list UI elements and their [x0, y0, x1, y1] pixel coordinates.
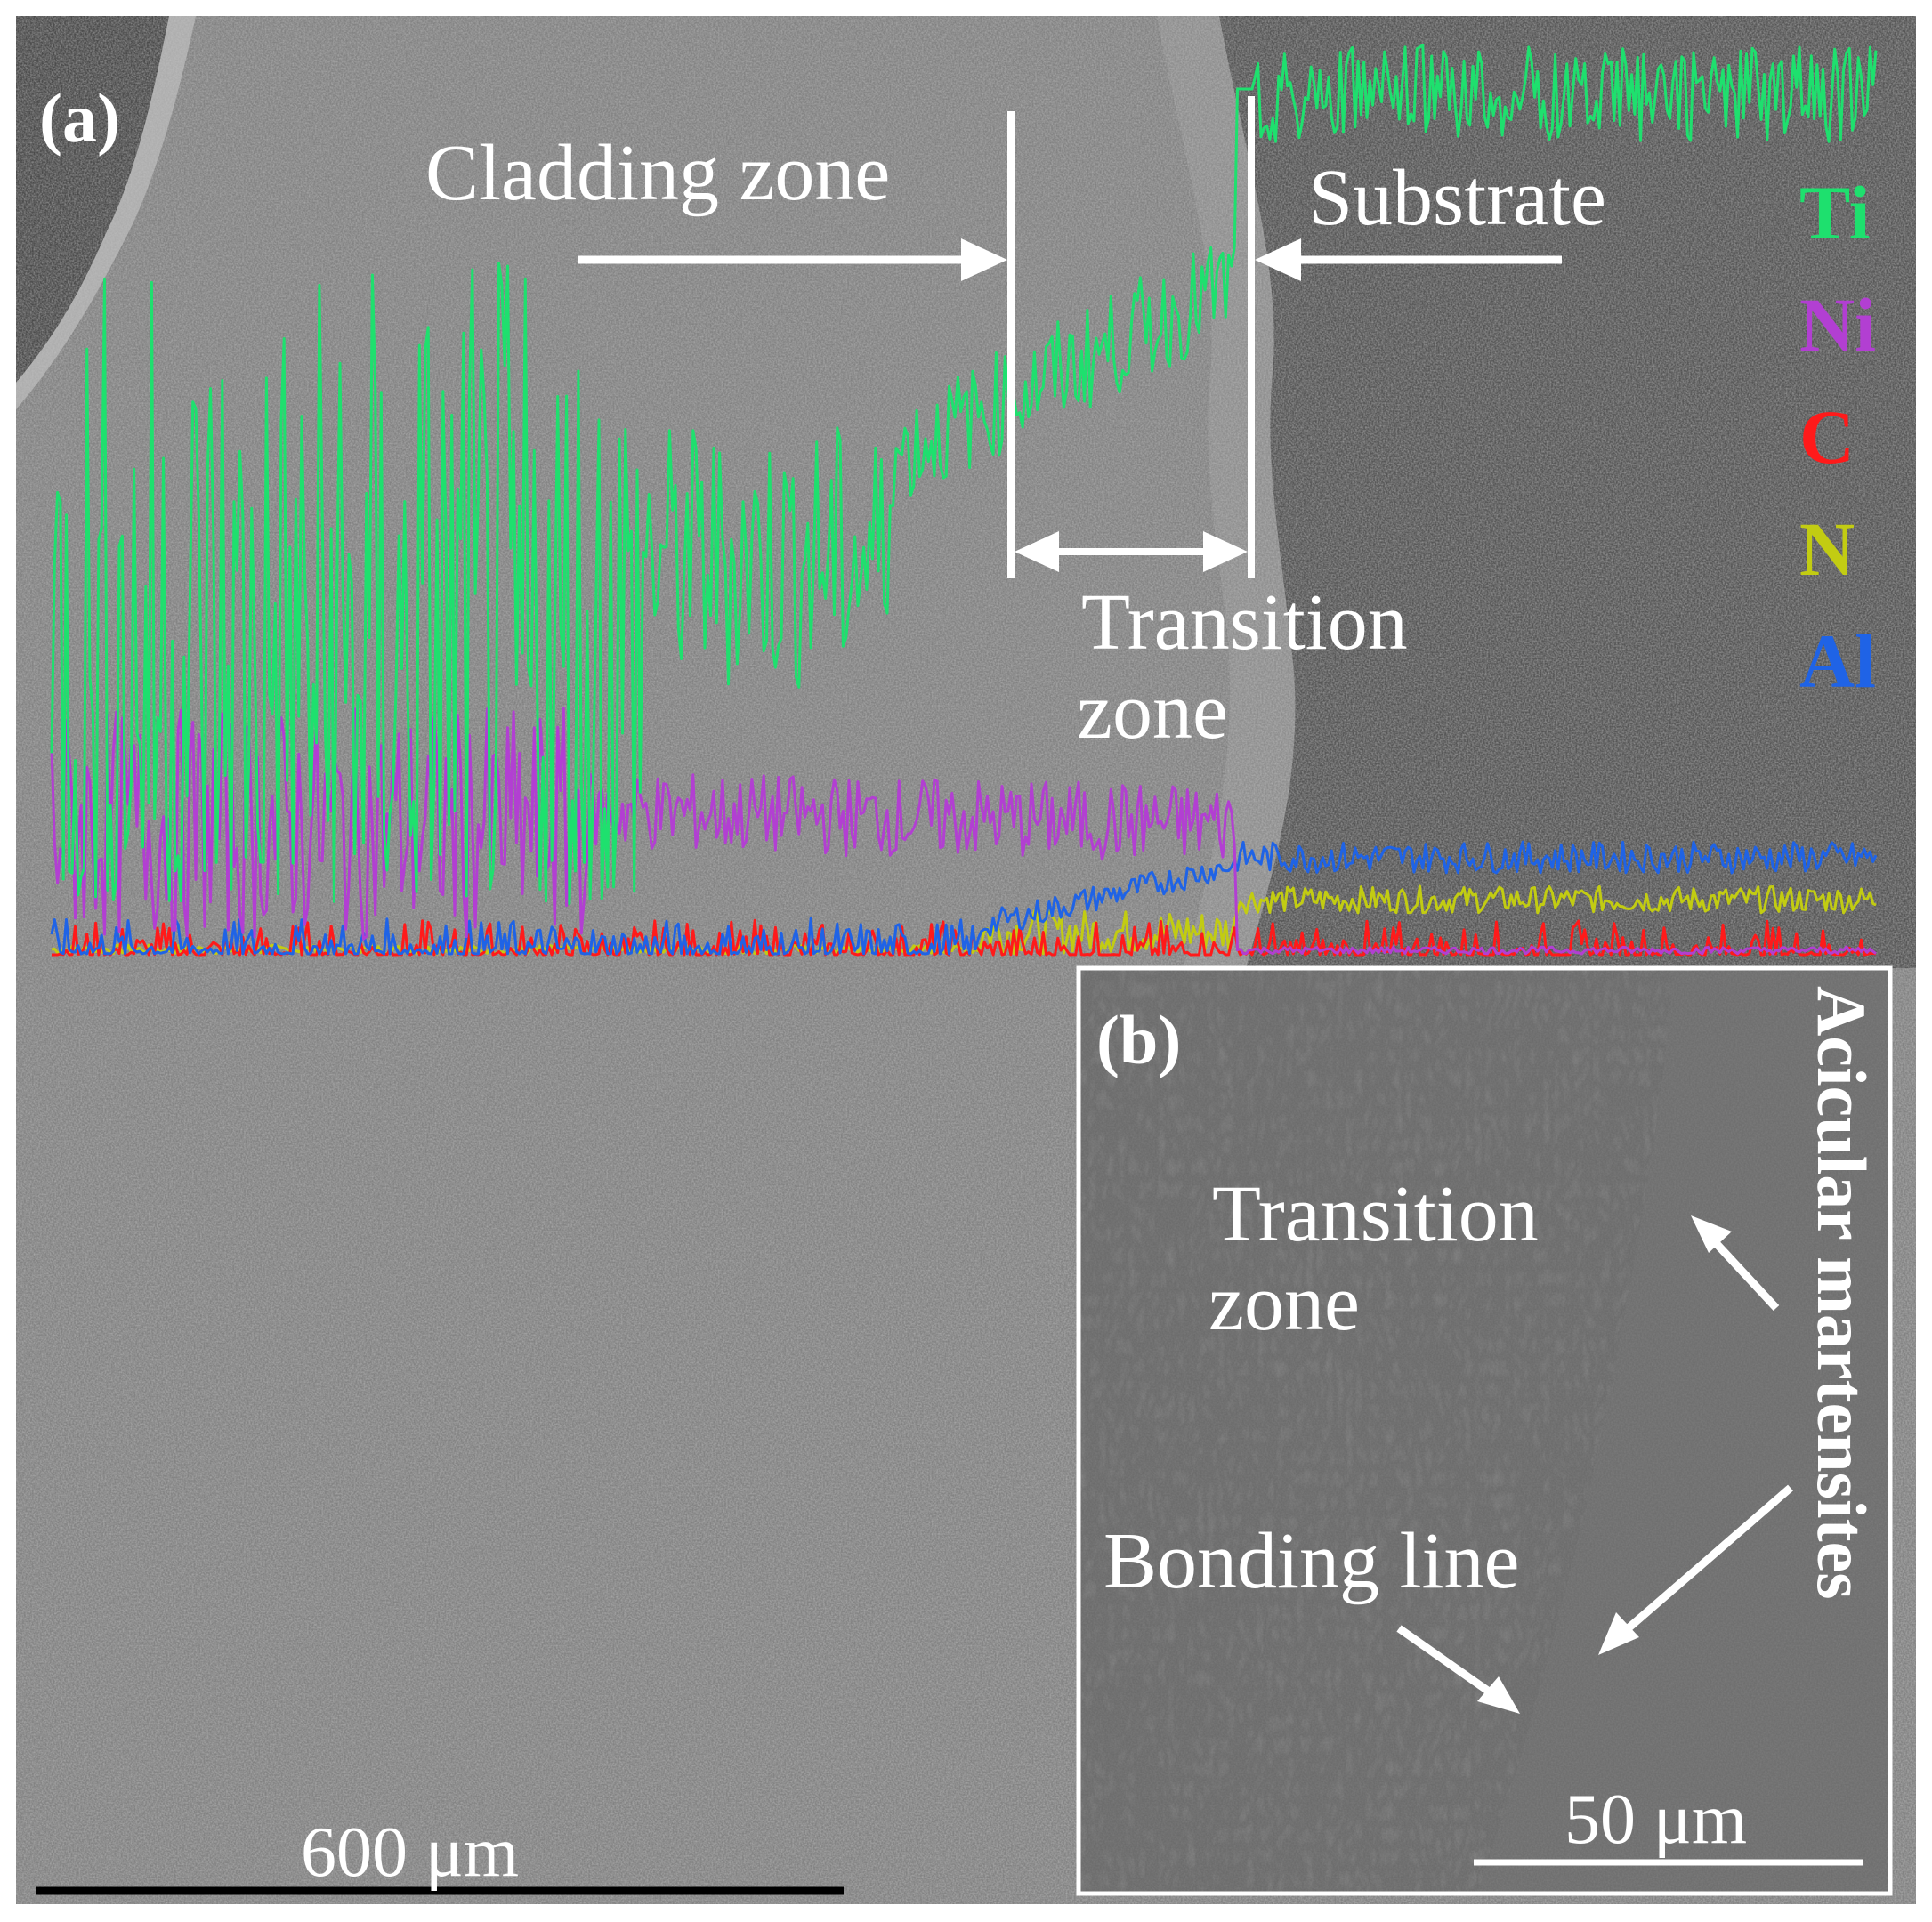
line-scan-profiles [50, 44, 1878, 957]
scale-bar-b-label: 50 μm [1564, 1781, 1748, 1859]
transition-zone-label-line1: Transition [1081, 578, 1408, 666]
panel-b-frame [1076, 965, 1893, 1896]
legend-ni: Ni [1799, 282, 1876, 367]
legend-ti: Ti [1799, 170, 1871, 255]
substrate-arrow [1255, 238, 1562, 281]
cladding-zone-label: Cladding zone [425, 129, 891, 217]
substrate-label: Substrate [1308, 154, 1606, 242]
legend-c: C [1799, 394, 1855, 480]
line-scan-trace [50, 44, 1878, 906]
panel-b-label: (b) [1096, 1001, 1182, 1078]
line-scan-trace [50, 840, 1878, 956]
legend-n: N [1799, 506, 1855, 592]
panel-b-transition-line1: Transition [1212, 1170, 1539, 1258]
legend-al: Al [1799, 618, 1876, 704]
bonding-line-label: Bonding line [1103, 1517, 1520, 1605]
transition-double-arrow [1015, 531, 1248, 572]
martensite-arrow-lower [1598, 1484, 1793, 1655]
panel-b-transition-line2: zone [1209, 1259, 1360, 1347]
martensite-arrow-upper [1691, 1215, 1780, 1312]
panel-b-image [1079, 968, 1890, 1894]
cladding-arrow [578, 238, 1007, 281]
acicular-martensites-label: Acicular martensites [1803, 986, 1880, 1600]
transition-zone-label-line2: zone [1077, 667, 1228, 755]
scale-bar-a-label: 600 μm [301, 1813, 520, 1892]
bonding-line-arrow [1396, 1625, 1520, 1714]
panel-a-label: (a) [39, 79, 120, 157]
